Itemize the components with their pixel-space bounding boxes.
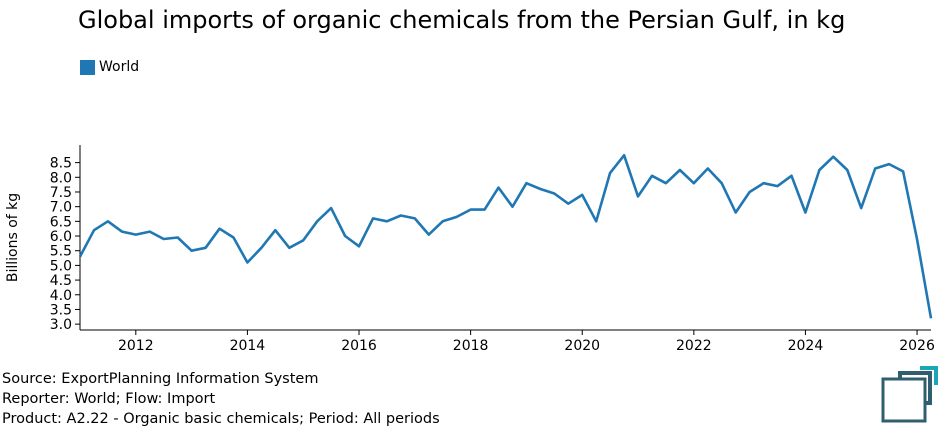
footer-reporter: Reporter: World; Flow: Import (2, 391, 216, 407)
x-tick-label: 2018 (453, 338, 489, 354)
x-tick-label: 2024 (788, 338, 824, 354)
x-tick-label: 2014 (230, 338, 266, 354)
x-tick-label: 2022 (676, 338, 712, 354)
chart-title: Global imports of organic chemicals from… (78, 6, 846, 34)
legend-label: World (99, 59, 140, 75)
y-tick-label: 6.0 (50, 229, 72, 245)
x-tick-label: 2012 (118, 338, 154, 354)
y-tick-label: 3.5 (50, 302, 72, 318)
footer-product: Product: A2.22 - Organic basic chemicals… (2, 411, 440, 427)
legend: World (80, 59, 139, 75)
y-tick-label: 8.5 (50, 156, 72, 172)
footer-source: Source: ExportPlanning Information Syste… (2, 371, 319, 387)
y-tick-label: 8.0 (50, 170, 72, 186)
y-tick-label: 7.0 (50, 200, 72, 216)
series-line-world (78, 154, 933, 319)
y-tick-label: 6.5 (50, 214, 72, 230)
y-tick-label: 4.5 (50, 273, 72, 289)
y-tick-label: 5.5 (50, 244, 72, 260)
exportplanning-logo-icon (881, 366, 938, 423)
y-tick-label: 5.0 (50, 258, 72, 274)
x-tick-label: 2026 (899, 338, 935, 354)
y-axis-label: Billions of kg (5, 193, 21, 282)
y-tick-label: 4.0 (50, 288, 72, 304)
x-tick-label: 2020 (564, 338, 600, 354)
x-tick-label: 2016 (341, 338, 377, 354)
legend-swatch (80, 59, 95, 75)
y-tick-label: 3.0 (50, 317, 72, 333)
y-tick-label: 7.5 (50, 185, 72, 201)
